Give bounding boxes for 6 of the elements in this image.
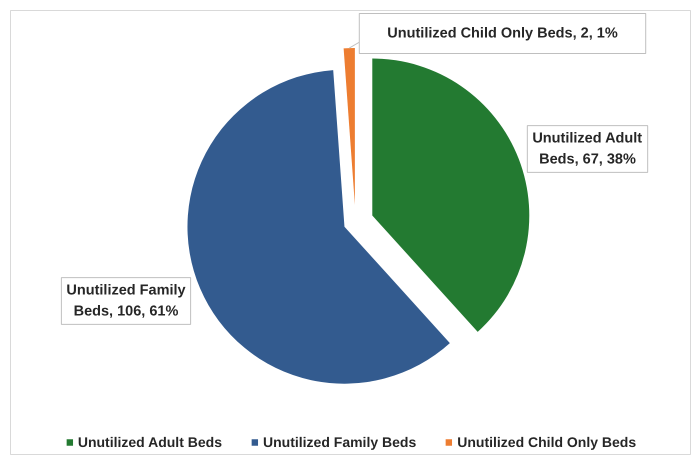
legend-label: Unutilized Family Beds [263, 434, 416, 450]
legend-label: Unutilized Adult Beds [78, 434, 222, 450]
data-label: Unutilized Family Beds, 106, 61% [66, 282, 186, 320]
data-label: Unutilized Child Only Beds, 2, 1% [387, 26, 618, 42]
data-label: Unutilized Adult Beds, 67, 38% [532, 130, 642, 168]
legend-label: Unutilized Child Only Beds [457, 434, 636, 450]
